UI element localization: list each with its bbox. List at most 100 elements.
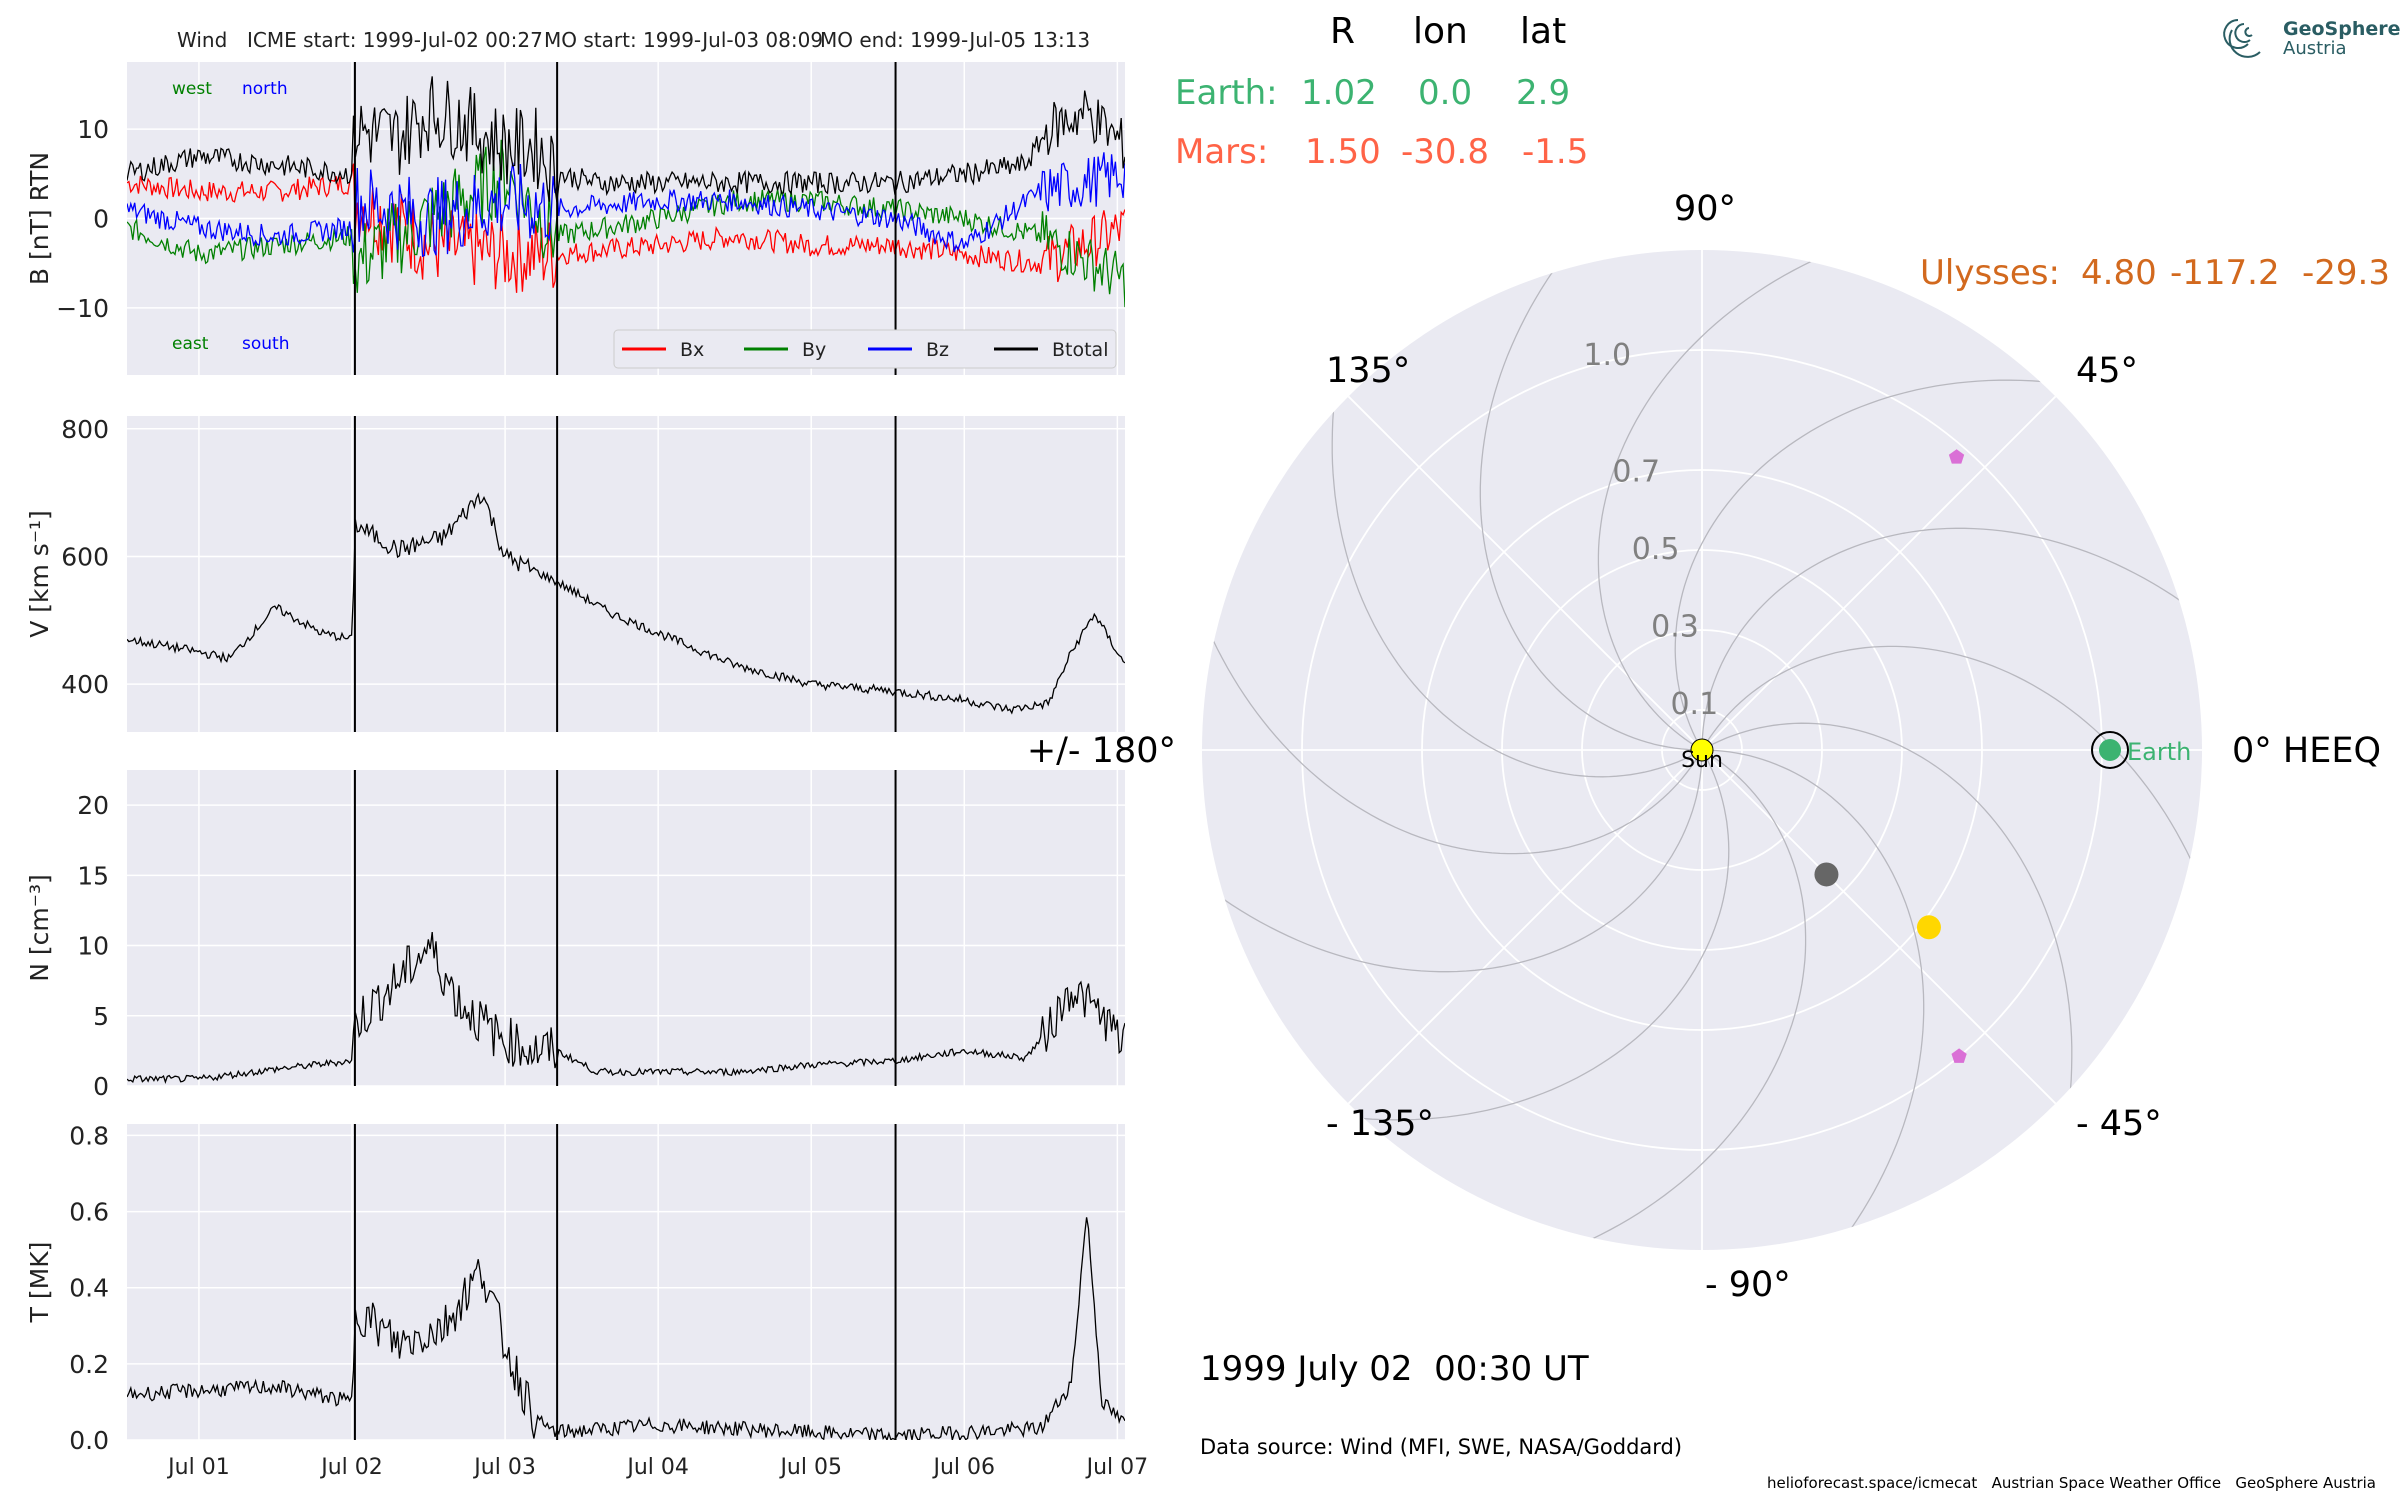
panel-n: 20 15 10 5 0 N [cm⁻³]	[25, 770, 1125, 1101]
panel-t: 0.8 0.6 0.4 0.2 0.0 T [MK] Jul 01 Jul 02 Jul 03 J…	[25, 1121, 1148, 1480]
r-tick-label: 0.1	[1670, 687, 1718, 722]
geosphere-logo-icon	[2223, 19, 2261, 58]
parker-spiral	[1674, 379, 2122, 751]
r-tick-label: 1.0	[1583, 338, 1631, 373]
table-ulysses-lat: -29.3	[2302, 253, 2390, 293]
ytick-label: 0	[93, 205, 109, 234]
angular-grid-line	[1701, 749, 2057, 1105]
r-tick-label: 0.5	[1632, 532, 1680, 567]
series-line-v	[127, 492, 1125, 715]
label-south: south	[242, 334, 289, 354]
table-ulysses-name: Ulysses:	[1920, 253, 2060, 293]
table-row-ulysses: Ulysses: 4.80 -117.2 -29.3	[1920, 253, 2390, 293]
panel-background	[127, 770, 1125, 1086]
xtick-label: Jul 02	[319, 1455, 383, 1480]
theta-tick-label: 0° HEEQ	[2232, 731, 2381, 771]
parker-spiral	[1701, 645, 2202, 937]
table-row-earth: Earth: 1.02 0.0 2.9	[1175, 73, 1570, 113]
panel-data	[127, 932, 1125, 1085]
xtick-label: Jul 01	[166, 1455, 230, 1480]
ylabel: N [cm⁻³]	[25, 874, 54, 981]
theta-tick-label: +/- 180°	[1027, 731, 1176, 771]
ytick-label: 10	[77, 115, 109, 144]
table-row-mars: Mars: 1.50 -30.8 -1.5	[1175, 132, 1588, 172]
legend-label-Bx: Bx	[680, 339, 704, 361]
table-earth-lon: 0.0	[1418, 73, 1472, 113]
parker-spiral	[1202, 563, 1703, 855]
theta-tick-label: - 45°	[2076, 1104, 2162, 1144]
body-mercury	[1814, 862, 1839, 887]
ytick-label: 0.6	[69, 1198, 109, 1227]
parker-spiral	[1597, 250, 1889, 751]
ytick-label: 0	[93, 1072, 109, 1101]
ytick-label: 20	[77, 791, 109, 820]
label-west: west	[172, 79, 212, 99]
ytick-label: 400	[61, 670, 109, 699]
ylabel: B [nT] RTN	[25, 152, 54, 285]
theta-tick-label: - 135°	[1326, 1104, 1434, 1144]
header-icme-start: ICME start: 1999-Jul-02 00:27	[247, 28, 543, 52]
ytick-label: 600	[61, 542, 109, 571]
ytick-label: 10	[77, 932, 109, 961]
ytick-label: 5	[93, 1002, 109, 1031]
label-north: north	[242, 79, 288, 99]
parker-spiral	[1701, 722, 2073, 1170]
parker-spirals	[1202, 250, 2202, 1250]
panel-data	[127, 1217, 1125, 1440]
earth-label: Earth	[2127, 738, 2191, 766]
table-header-lon: lon	[1413, 11, 1468, 52]
parker-spiral	[1479, 250, 1703, 751]
label-east: east	[172, 334, 209, 354]
body-sun	[1690, 738, 1714, 762]
table-header-lat: lat	[1520, 11, 1566, 52]
sun-label: Sun	[1681, 748, 1723, 773]
theta-tick-label: 90°	[1674, 189, 1736, 229]
r-tick-label: 0.3	[1651, 610, 1699, 645]
table-mars-lat: -1.5	[1522, 132, 1588, 172]
ytick-label: 800	[61, 415, 109, 444]
ytick-label: 0.8	[69, 1121, 109, 1150]
theta-tick-label: - 90°	[1705, 1265, 1791, 1305]
ytick-label: 0.2	[69, 1350, 109, 1379]
header-spacecraft: Wind	[177, 28, 227, 52]
body-earth	[2099, 739, 2121, 761]
earth-ring	[2091, 731, 2129, 769]
logo-line2: Austria	[2283, 38, 2347, 59]
series-line-Btotal	[127, 76, 1125, 203]
table-mars-r: 1.50	[1305, 132, 1381, 172]
legend: Bx By Bz Btotal	[613, 329, 1117, 369]
polar-datetime: 1999 July 02 00:30 UT	[1200, 1349, 1589, 1389]
header: Wind ICME start: 1999-Jul-02 00:27 MO st…	[177, 28, 1090, 52]
data-source: Data source: Wind (MFI, SWE, NASA/Goddar…	[1200, 1435, 1682, 1459]
parker-spiral	[1282, 749, 1730, 1121]
ytick-label: 0.0	[69, 1426, 109, 1455]
angular-grid-line	[1347, 749, 1703, 1105]
table-header-r: R	[1330, 11, 1355, 52]
legend-label-Bz: Bz	[926, 339, 949, 361]
theta-tick-label: 135°	[1326, 351, 1410, 391]
table-ulysses-r: 4.80	[2081, 253, 2157, 293]
polar-plot: 0.1 0.3 0.5 0.7 1.0 0° HEEQ 45° 90° 135° +/- 180°…	[1027, 189, 2381, 1305]
xtick-label: Jul 03	[472, 1455, 536, 1480]
table-ulysses-lon: -117.2	[2170, 253, 2280, 293]
panel-background	[127, 416, 1125, 732]
footer-credits: helioforecast.space/icmecat Austrian Spa…	[1767, 1474, 2376, 1492]
table-earth-lat: 2.9	[1516, 73, 1570, 113]
parker-spiral	[1515, 749, 1807, 1250]
geosphere-logo: GeoSphere Austria	[2223, 18, 2400, 59]
legend-label-By: By	[802, 339, 826, 361]
ytick-label: −10	[56, 294, 109, 323]
positions-table: R lon lat Earth: 1.02 0.0 2.9 Mars: 1.50…	[1175, 11, 2390, 293]
table-mars-name: Mars:	[1175, 132, 1268, 172]
ytick-label: 15	[77, 861, 109, 890]
table-mars-lon: -30.8	[1401, 132, 1489, 172]
header-mo-start: MO start: 1999-Jul-03 08:09	[544, 28, 823, 52]
angular-grid-line	[1347, 395, 1703, 751]
panel-data	[127, 76, 1125, 308]
body-stereo-b	[1951, 1048, 1967, 1063]
r-tick-label: 0.7	[1612, 454, 1660, 489]
xtick-label: Jul 04	[625, 1455, 689, 1480]
ylabel: T [MK]	[25, 1242, 54, 1324]
xtick-label: Jul 07	[1085, 1455, 1149, 1480]
